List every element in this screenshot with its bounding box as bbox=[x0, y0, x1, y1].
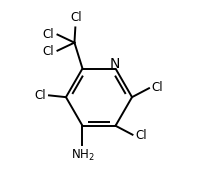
Text: Cl: Cl bbox=[152, 81, 164, 94]
Text: Cl: Cl bbox=[43, 45, 54, 58]
Text: Cl: Cl bbox=[43, 28, 54, 40]
Text: NH$_2$: NH$_2$ bbox=[71, 148, 95, 163]
Text: N: N bbox=[109, 57, 120, 71]
Text: Cl: Cl bbox=[135, 129, 147, 142]
Text: Cl: Cl bbox=[34, 89, 46, 102]
Text: Cl: Cl bbox=[70, 11, 82, 24]
